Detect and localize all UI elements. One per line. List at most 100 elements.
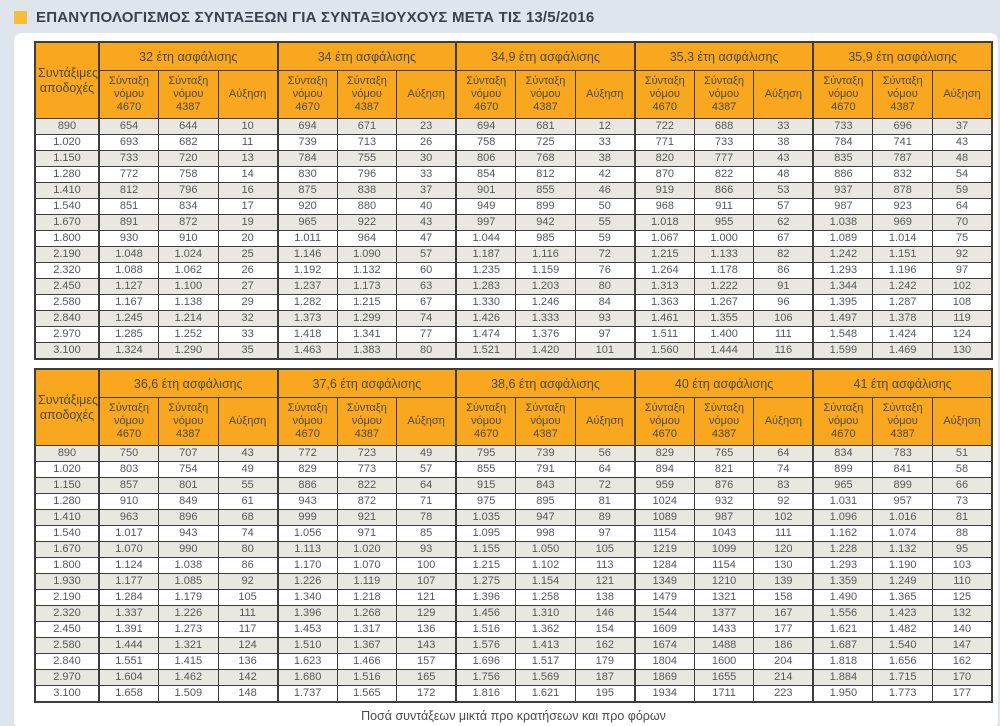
data-cell: 1.623: [276, 653, 338, 670]
data-cell: 33: [217, 326, 279, 343]
data-cell: 872: [336, 493, 398, 510]
data-cell: 968: [633, 198, 695, 215]
data-cell: 33: [574, 134, 636, 151]
data-cell: 654: [98, 118, 160, 135]
data-cell: 795: [455, 445, 517, 462]
sub-column-header: Σύνταξη νόμου 4387: [336, 70, 398, 119]
data-cell: 47: [396, 230, 457, 247]
data-cell: 1.395: [812, 294, 874, 311]
data-cell: 1.340: [276, 589, 338, 606]
data-cell: 1.146: [276, 246, 338, 263]
data-cell: 70: [931, 214, 993, 231]
data-cell: 1.215: [336, 294, 398, 311]
earnings-cell: 1.280: [34, 493, 100, 510]
data-cell: 1.818: [812, 653, 874, 670]
data-cell: 59: [931, 182, 993, 199]
sub-column-header: Σύνταξη νόμου 4387: [872, 397, 933, 446]
data-cell: 965: [276, 214, 338, 231]
data-cell: 1.170: [276, 557, 338, 574]
data-cell: 1.237: [276, 278, 338, 295]
data-cell: 1.132: [336, 262, 398, 279]
data-cell: 1.362: [515, 621, 576, 638]
data-cell: 784: [276, 150, 338, 167]
page-header: ΕΠΑΝΥΠΟΛΟΓΙΣΜΟΣ ΣΥΝΤΑΞΕΩΝ ΓΙΑ ΣΥΝΤΑΞΙΟΥΧ…: [0, 0, 1000, 33]
table-row: 1.540 851 834 17 920 880 40 949 899 50 968 911 57 987…: [34, 198, 993, 215]
data-cell: 987: [693, 509, 755, 526]
data-cell: 186: [753, 637, 814, 654]
data-cell: 1.113: [276, 541, 338, 558]
earnings-cell: 2.450: [34, 621, 100, 638]
data-cell: 783: [872, 445, 933, 462]
data-cell: 723: [336, 445, 398, 462]
data-cell: 64: [396, 477, 457, 494]
data-cell: 1.400: [693, 326, 755, 343]
data-cell: 1.038: [158, 557, 219, 574]
data-cell: 56: [574, 445, 636, 462]
data-cell: 1.154: [515, 573, 576, 590]
data-cell: 739: [515, 445, 576, 462]
data-cell: 1.551: [98, 653, 160, 670]
data-cell: 768: [515, 150, 576, 167]
data-cell: 1.540: [872, 637, 933, 654]
sub-column-header: Αύξηση: [574, 397, 636, 446]
sub-column-header: Αύξηση: [931, 70, 993, 119]
data-cell: 46: [574, 182, 636, 199]
data-cell: 37: [396, 182, 457, 199]
sub-column-header: Αύξηση: [217, 70, 279, 119]
sub-column-header: Αύξηση: [396, 70, 457, 119]
data-cell: 16: [217, 182, 279, 199]
sub-column-header: Σύνταξη νόμου 4387: [693, 397, 755, 446]
data-cell: 733: [693, 134, 755, 151]
data-cell: 733: [98, 150, 160, 167]
data-cell: 796: [336, 166, 398, 183]
data-cell: 1.337: [98, 605, 160, 622]
sub-column-header: Σύνταξη νόμου 4670: [455, 70, 517, 119]
table-row: 2.580 1.444 1.321 124 1.510 1.367 143 1.576 1.41…: [34, 637, 993, 654]
data-cell: 821: [693, 461, 755, 478]
data-cell: 1.310: [515, 605, 576, 622]
data-cell: 1.333: [515, 310, 576, 327]
data-cell: 975: [455, 493, 517, 510]
data-cell: 1.215: [455, 557, 517, 574]
data-cell: 10: [217, 118, 279, 135]
data-cell: 86: [217, 557, 279, 574]
data-cell: 1.656: [872, 653, 933, 670]
data-cell: 121: [396, 589, 457, 606]
data-cell: 999: [276, 509, 338, 526]
data-cell: 1.218: [336, 589, 398, 606]
data-cell: 1.096: [812, 509, 874, 526]
sub-column-header: Αύξηση: [396, 397, 457, 446]
earnings-cell: 2.580: [34, 637, 100, 654]
data-cell: 1934: [633, 685, 695, 703]
data-cell: 82: [753, 246, 814, 263]
data-cell: 85: [396, 525, 457, 542]
data-cell: 1.621: [812, 621, 874, 638]
data-cell: 707: [158, 445, 219, 462]
data-cell: 1.737: [276, 685, 338, 703]
data-cell: 81: [574, 493, 636, 510]
years-group-header: 35,9 έτη ασφάλισης: [812, 41, 993, 71]
data-cell: 66: [931, 477, 993, 494]
data-cell: 791: [515, 461, 576, 478]
data-cell: 38: [574, 150, 636, 167]
data-cell: 875: [276, 182, 338, 199]
table-row: 2.840 1.551 1.415 136 1.623 1.466 157 1.696 1.51…: [34, 653, 993, 670]
sub-column-header: Αύξηση: [753, 70, 814, 119]
data-cell: 1.293: [812, 557, 874, 574]
data-cell: 1.017: [98, 525, 160, 542]
data-cell: 80: [574, 278, 636, 295]
data-cell: 886: [812, 166, 874, 183]
data-cell: 1.565: [336, 685, 398, 703]
data-cell: 773: [336, 461, 398, 478]
data-cell: 67: [753, 230, 814, 247]
data-cell: 1.658: [98, 685, 160, 703]
data-cell: 772: [98, 166, 160, 183]
earnings-cell: 1.410: [34, 182, 100, 199]
data-cell: 25: [217, 246, 279, 263]
data-cell: 1.415: [158, 653, 219, 670]
table-row: 1.800 1.124 1.038 86 1.170 1.070 100 1.215 1.102…: [34, 557, 993, 574]
data-cell: 923: [872, 198, 933, 215]
earnings-cell: 3.100: [34, 342, 100, 360]
data-cell: 96: [753, 294, 814, 311]
earnings-cell: 1.930: [34, 573, 100, 590]
